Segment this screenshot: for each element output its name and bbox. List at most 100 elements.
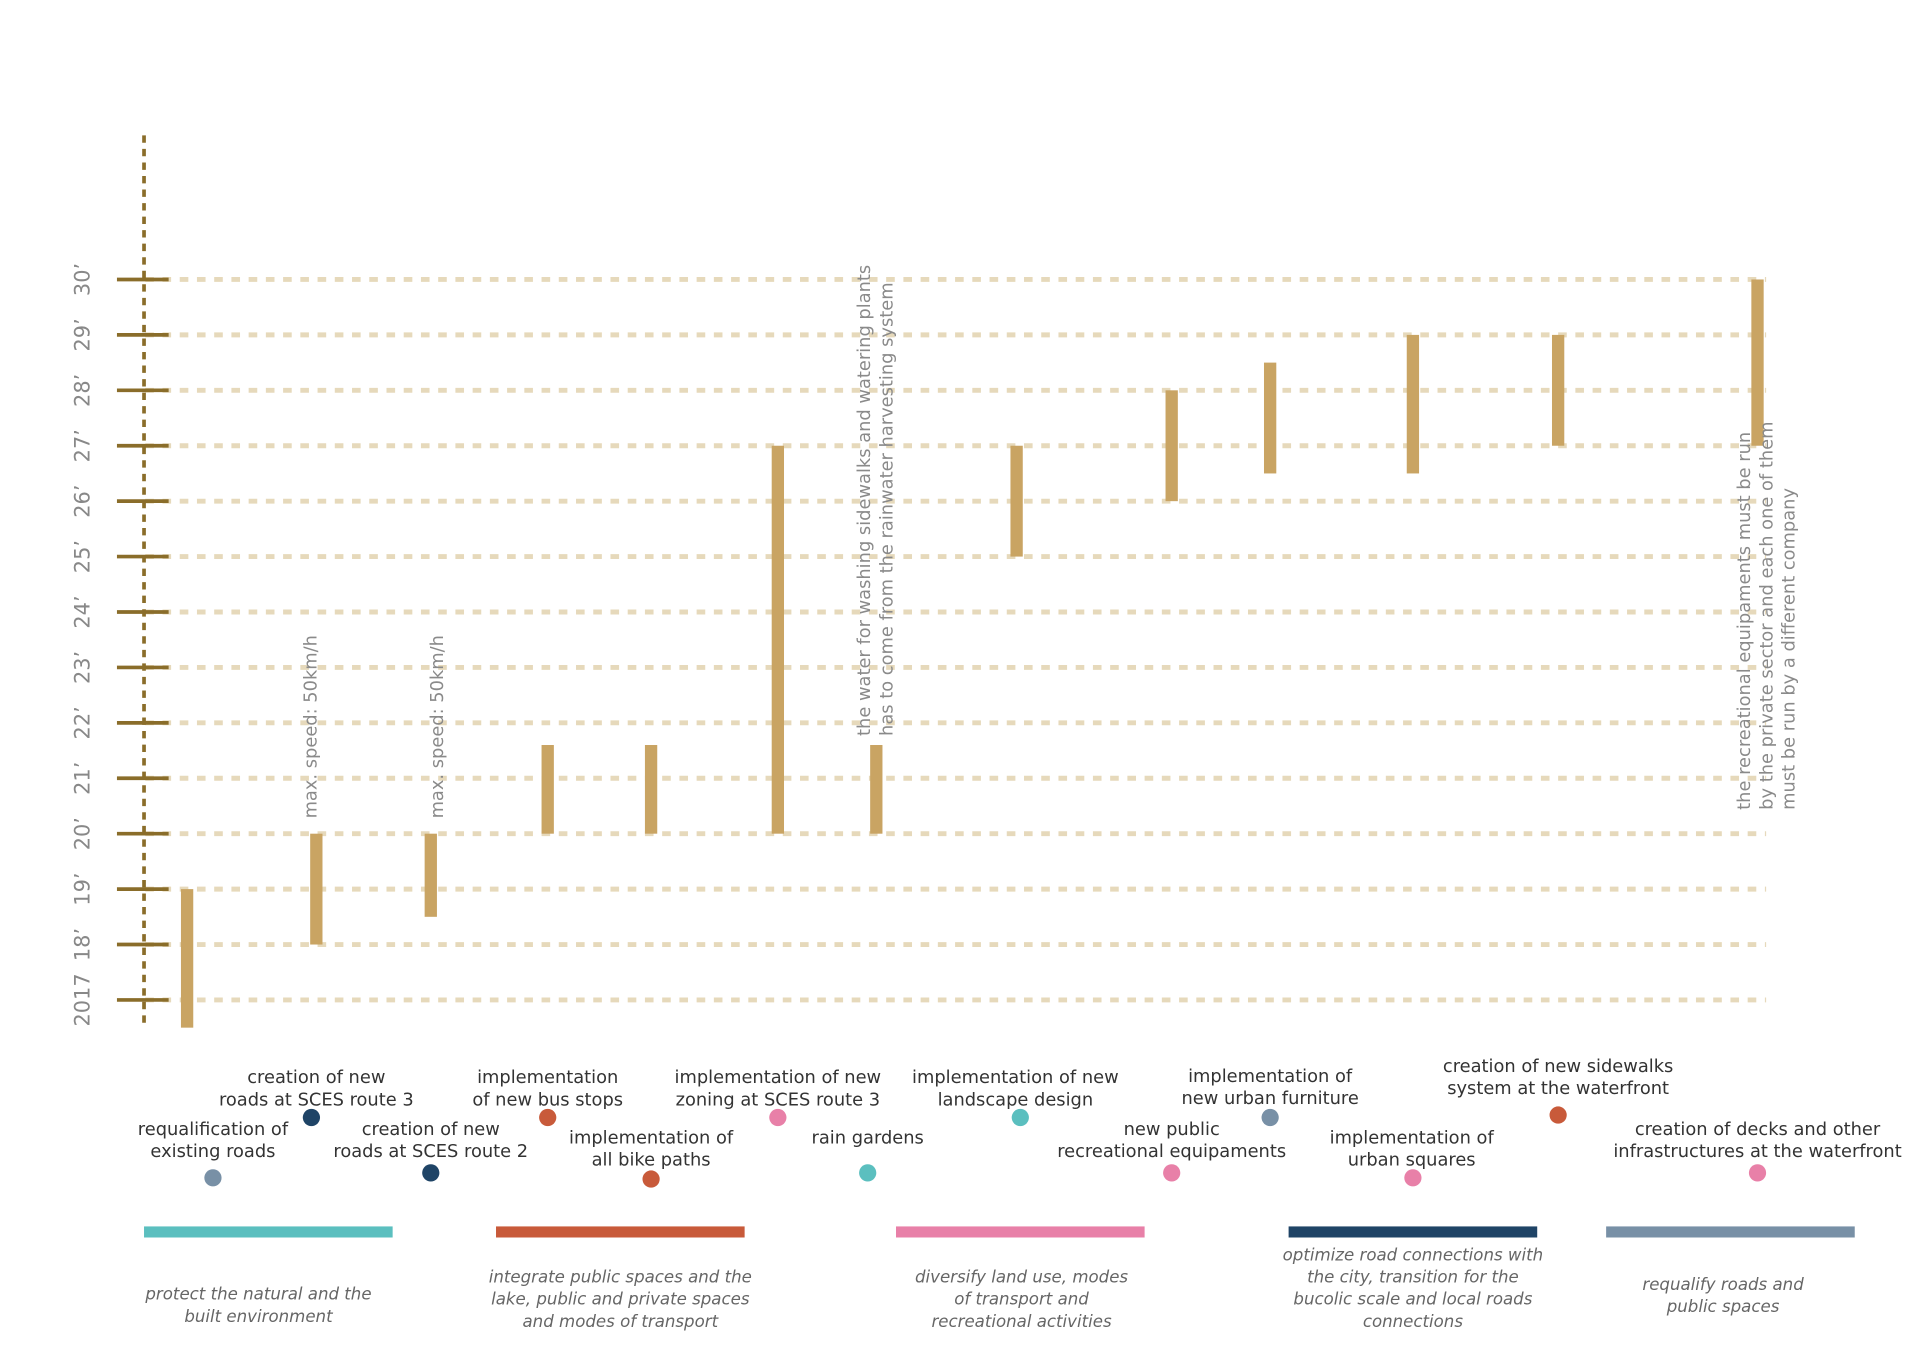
legend-text: diversify land use, modes of transport an… — [915, 1267, 1128, 1330]
category-dot — [1748, 1164, 1767, 1182]
range-bar — [541, 745, 554, 834]
legend-text-line: of transport and — [954, 1289, 1089, 1308]
range-bar — [1010, 445, 1023, 557]
y-tick-label: 19’ — [71, 872, 95, 905]
task-label-line: implementation of new — [912, 1067, 1119, 1088]
legend-swatch — [1606, 1226, 1855, 1238]
legend-swatch — [1288, 1226, 1538, 1238]
y-tick-label: 18’ — [71, 928, 95, 961]
task-label-line: infrastructures at the waterfront — [1613, 1141, 1901, 1162]
category-dot — [302, 1108, 321, 1127]
task-label-line: creation of decks and other — [1635, 1119, 1881, 1140]
y-tick-label: 2017 — [71, 973, 95, 1026]
y-tick-label: 30’ — [71, 263, 95, 296]
task-label-line: implementation of — [1188, 1066, 1353, 1087]
annotation: the water for washing sidewalks and wate… — [854, 265, 897, 736]
legend-swatch — [896, 1226, 1145, 1238]
legend-text-line: lake, public and private spaces — [491, 1289, 750, 1308]
task-label-line: of new bus stops — [472, 1089, 623, 1110]
task-label: implementation of new landscape design — [912, 1067, 1119, 1110]
annotation-line: max. speed: 50km/h — [300, 635, 321, 818]
range-bar — [870, 745, 883, 834]
task-label-line: requalification of — [138, 1119, 289, 1140]
legend-swatch — [496, 1226, 745, 1238]
category-dot — [1163, 1164, 1181, 1182]
task-label-line: implementation — [477, 1067, 618, 1088]
task-label: implementation of all bike paths — [569, 1127, 734, 1170]
legend-text-line: recreational activities — [931, 1311, 1112, 1330]
range-bar — [1551, 334, 1565, 446]
y-tick-label: 21’ — [71, 762, 95, 795]
legend-text-line: diversify land use, modes — [915, 1267, 1128, 1286]
range-bar — [644, 745, 658, 834]
task-label-line: landscape design — [938, 1089, 1094, 1110]
y-tick-label: 22’ — [71, 706, 95, 739]
task-label-line: new urban furniture — [1181, 1088, 1358, 1109]
annotation-line: by the private sector and each one of th… — [1756, 422, 1777, 810]
category-dot — [1011, 1108, 1029, 1127]
y-tick-label: 20’ — [71, 817, 95, 850]
y-tick-label: 26’ — [71, 485, 95, 518]
annotation-line: the water for washing sidewalks and wate… — [854, 265, 875, 736]
y-tick-label: 24’ — [71, 595, 95, 628]
legend-text-line: built environment — [184, 1306, 334, 1325]
legend-text-line: the city, transition for the — [1307, 1267, 1519, 1286]
legend-text-line: and modes of transport — [523, 1311, 720, 1330]
task-label: implementation of urban squares — [1330, 1127, 1495, 1170]
task-label-line: roads at SCES route 2 — [333, 1141, 528, 1162]
category-dot — [539, 1108, 557, 1127]
legend-text-line: connections — [1363, 1311, 1464, 1330]
legend-text-line: integrate public spaces and the — [489, 1267, 752, 1286]
annotation-line: has to come from the rainwater harvestin… — [876, 282, 897, 736]
task-label: implementation of new zoning at SCES rout… — [675, 1067, 882, 1110]
annotation: max. speed: 50km/h — [300, 635, 321, 818]
category-dot — [642, 1170, 660, 1188]
range-bar — [1165, 390, 1178, 502]
range-bar — [1751, 279, 1764, 446]
y-tick-label: 27’ — [71, 429, 95, 462]
task-label-line: rain gardens — [812, 1127, 924, 1148]
task-label: implementation of new urban furniture — [1181, 1066, 1358, 1109]
task-label: implementation of new bus stops — [472, 1067, 623, 1110]
annotation: max. speed: 50km/h — [427, 635, 448, 818]
annotation-line: must be run by a different company — [1779, 488, 1800, 810]
category-dot — [1404, 1169, 1422, 1187]
category-dot — [1261, 1108, 1279, 1127]
range-bar — [771, 445, 785, 834]
y-tick-label: 23’ — [71, 651, 95, 684]
range-bar — [424, 833, 437, 917]
legend-text: optimize road connections with the city, … — [1283, 1245, 1544, 1330]
task-label-line: system at the waterfront — [1447, 1078, 1669, 1099]
annotation-line: the recreational equipaments must be run — [1734, 432, 1755, 810]
task-label-line: all bike paths — [592, 1150, 711, 1171]
legend-text: integrate public spaces and the lake, pub… — [489, 1267, 752, 1330]
y-tick-label: 29’ — [71, 318, 95, 351]
legend-text-line: requalify roads and — [1642, 1274, 1804, 1293]
task-label: creation of new roads at SCES route 2 — [333, 1119, 528, 1162]
range-bar — [180, 889, 194, 1028]
task-label-line: implementation of new — [675, 1067, 882, 1088]
task-label-line: creation of new — [362, 1119, 500, 1140]
task-label: creation of new roads at SCES route 3 — [219, 1067, 414, 1110]
task-label-line: roads at SCES route 3 — [219, 1089, 414, 1110]
legend-text: protect the natural and the built environ… — [144, 1284, 371, 1325]
task-label-line: recreational equipaments — [1057, 1141, 1286, 1162]
category-dot — [769, 1108, 787, 1127]
y-tick-label: 25’ — [71, 540, 95, 573]
category-dot — [204, 1169, 222, 1187]
category-dot — [859, 1164, 877, 1182]
category-dot — [1549, 1106, 1567, 1124]
legend-text-line: bucolic scale and local roads — [1293, 1289, 1532, 1308]
legend-text-line: public spaces — [1666, 1297, 1780, 1316]
legend-swatch — [144, 1226, 393, 1238]
range-bar — [1406, 334, 1420, 474]
task-label-line: implementation of — [569, 1127, 734, 1148]
range-bar — [310, 833, 323, 945]
annotation: the recreational equipaments must be run… — [1734, 422, 1799, 810]
annotation-line: max. speed: 50km/h — [427, 635, 448, 818]
category-dot — [422, 1164, 440, 1182]
task-label: creation of new sidewalks system at the w… — [1443, 1056, 1673, 1099]
range-bar — [1263, 362, 1277, 474]
task-label-line: creation of new sidewalks — [1443, 1056, 1673, 1077]
